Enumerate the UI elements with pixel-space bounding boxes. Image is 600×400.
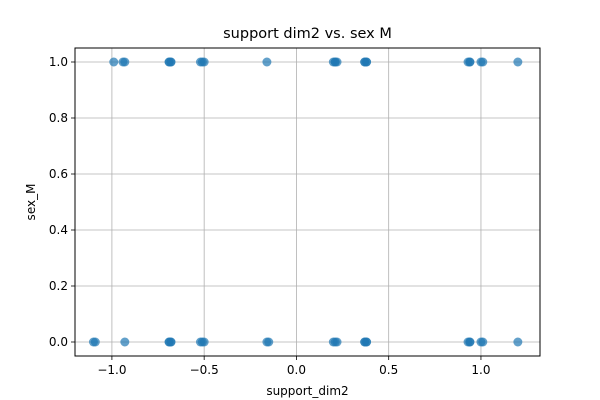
data-points — [88, 57, 523, 347]
data-point — [332, 57, 342, 67]
data-point — [120, 57, 130, 67]
y-axis-label: sex_M — [24, 184, 38, 221]
data-point — [166, 337, 176, 347]
data-point — [332, 337, 342, 347]
chart-title: support dim2 vs. sex M — [223, 26, 392, 42]
x-tick-label: −0.5 — [190, 363, 219, 377]
data-point — [478, 57, 488, 67]
axis-ticks: −1.0 −0.5 0.0 0.5 1.0 0.0 0.2 0.4 0.6 0.8 1.0 — [49, 55, 491, 377]
data-point — [199, 57, 209, 67]
y-tick-label: 1.0 — [49, 55, 68, 69]
data-point — [166, 57, 176, 67]
data-point — [262, 57, 272, 67]
data-point — [465, 57, 475, 67]
data-point — [109, 57, 119, 67]
x-tick-label: 1.0 — [471, 363, 490, 377]
data-point — [465, 337, 475, 347]
x-axis-label: support_dim2 — [266, 384, 348, 398]
data-point — [90, 337, 100, 347]
y-tick-label: 0.8 — [49, 111, 68, 125]
y-tick-label: 0.0 — [49, 335, 68, 349]
data-point — [513, 57, 523, 67]
y-tick-label: 0.4 — [49, 223, 68, 237]
y-tick-label: 0.6 — [49, 167, 68, 181]
grid-lines — [75, 48, 540, 356]
data-point — [120, 337, 130, 347]
data-point — [362, 337, 372, 347]
y-tick-label: 0.2 — [49, 279, 68, 293]
data-point — [513, 337, 523, 347]
data-point — [362, 57, 372, 67]
data-point — [478, 337, 488, 347]
x-tick-label: −1.0 — [97, 363, 126, 377]
data-point — [264, 337, 274, 347]
x-tick-label: 0.0 — [287, 363, 306, 377]
data-point — [199, 337, 209, 347]
x-tick-label: 0.5 — [379, 363, 398, 377]
plot-frame — [74, 47, 541, 357]
